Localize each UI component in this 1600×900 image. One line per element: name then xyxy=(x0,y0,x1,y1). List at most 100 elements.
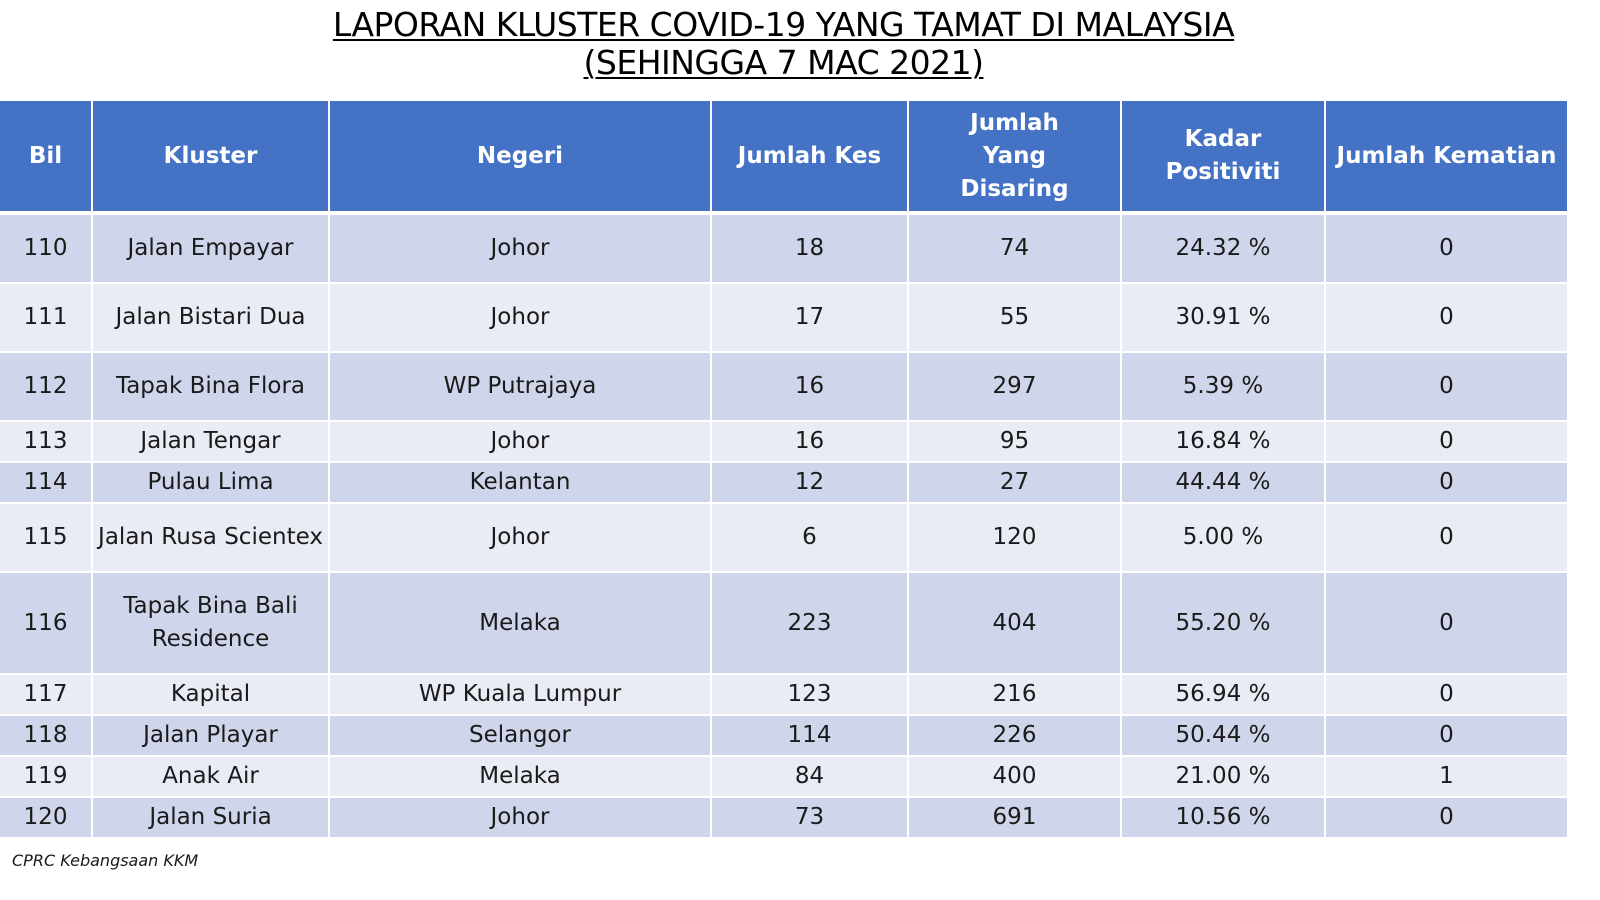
cell-kluster: Tapak Bina Flora xyxy=(92,352,330,422)
cell-kadar-positiviti: 16.84 % xyxy=(1121,421,1326,463)
title-line-2: (SEHINGGA 7 MAC 2021) xyxy=(583,43,984,82)
cell-kluster: Jalan Rusa Scientex xyxy=(92,503,330,573)
cell-jumlah-kematian: 0 xyxy=(1325,715,1567,757)
cell-negeri: Melaka xyxy=(329,756,712,798)
table-body: 110 Jalan Empayar Johor 18 74 24.32 % 0 … xyxy=(0,213,1567,839)
cell-kluster: Jalan Playar xyxy=(92,715,330,757)
cell-jumlah-disaring: 95 xyxy=(908,421,1122,463)
cell-negeri: Johor xyxy=(329,213,712,284)
cell-jumlah-kes: 114 xyxy=(711,715,909,757)
header-jumlah-disaring: Jumlah Yang Disaring xyxy=(908,101,1122,215)
cell-kluster: Jalan Suria xyxy=(92,797,330,839)
table-row: 110 Jalan Empayar Johor 18 74 24.32 % 0 xyxy=(0,213,1567,284)
cell-jumlah-kematian: 0 xyxy=(1325,797,1567,839)
cell-jumlah-kematian: 0 xyxy=(1325,674,1567,716)
source-footer: CPRC Kebangsaan KKM xyxy=(12,851,199,870)
cell-bil: 118 xyxy=(0,715,93,757)
cell-kadar-positiviti: 50.44 % xyxy=(1121,715,1326,757)
cell-jumlah-kematian: 1 xyxy=(1325,756,1567,798)
cell-kluster: Kapital xyxy=(92,674,330,716)
header-row: Bil Kluster Negeri Jumlah Kes Jumlah Yan… xyxy=(0,101,1567,215)
cell-jumlah-disaring: 297 xyxy=(908,352,1122,422)
cell-jumlah-disaring: 226 xyxy=(908,715,1122,757)
cell-kadar-positiviti: 24.32 % xyxy=(1121,213,1326,284)
cell-negeri: Johor xyxy=(329,283,712,353)
cell-jumlah-disaring: 55 xyxy=(908,283,1122,353)
cell-bil: 110 xyxy=(0,213,93,284)
cell-jumlah-kes: 16 xyxy=(711,352,909,422)
cell-kadar-positiviti: 56.94 % xyxy=(1121,674,1326,716)
table-row: 118 Jalan Playar Selangor 114 226 50.44 … xyxy=(0,715,1567,757)
cell-bil: 117 xyxy=(0,674,93,716)
cell-negeri: Johor xyxy=(329,797,712,839)
cell-kluster: Jalan Empayar xyxy=(92,213,330,284)
cell-jumlah-kematian: 0 xyxy=(1325,462,1567,504)
cell-kluster: Jalan Bistari Dua xyxy=(92,283,330,353)
cell-jumlah-kes: 17 xyxy=(711,283,909,353)
cell-kluster: Anak Air xyxy=(92,756,330,798)
cell-negeri: Melaka xyxy=(329,572,712,675)
cell-bil: 120 xyxy=(0,797,93,839)
cell-kadar-positiviti: 5.39 % xyxy=(1121,352,1326,422)
cell-jumlah-disaring: 404 xyxy=(908,572,1122,675)
table-row: 117 Kapital WP Kuala Lumpur 123 216 56.9… xyxy=(0,674,1567,716)
header-jumlah-kematian: Jumlah Kematian xyxy=(1325,101,1567,215)
report-title: LAPORAN KLUSTER COVID-19 YANG TAMAT DI M… xyxy=(0,6,1567,82)
cell-jumlah-kes: 84 xyxy=(711,756,909,798)
cell-bil: 113 xyxy=(0,421,93,463)
cell-jumlah-kematian: 0 xyxy=(1325,572,1567,675)
cell-jumlah-kes: 223 xyxy=(711,572,909,675)
cell-jumlah-disaring: 27 xyxy=(908,462,1122,504)
cell-bil: 119 xyxy=(0,756,93,798)
table-row: 115 Jalan Rusa Scientex Johor 6 120 5.00… xyxy=(0,503,1567,573)
cell-jumlah-kematian: 0 xyxy=(1325,352,1567,422)
cell-bil: 112 xyxy=(0,352,93,422)
cell-jumlah-kematian: 0 xyxy=(1325,283,1567,353)
cell-negeri: Johor xyxy=(329,503,712,573)
cell-jumlah-kematian: 0 xyxy=(1325,503,1567,573)
table-row: 112 Tapak Bina Flora WP Putrajaya 16 297… xyxy=(0,352,1567,422)
cell-jumlah-kes: 16 xyxy=(711,421,909,463)
cell-negeri: WP Putrajaya xyxy=(329,352,712,422)
table-row: 119 Anak Air Melaka 84 400 21.00 % 1 xyxy=(0,756,1567,798)
table-row: 113 Jalan Tengar Johor 16 95 16.84 % 0 xyxy=(0,421,1567,463)
cell-negeri: WP Kuala Lumpur xyxy=(329,674,712,716)
cell-jumlah-kes: 6 xyxy=(711,503,909,573)
table-row: 111 Jalan Bistari Dua Johor 17 55 30.91 … xyxy=(0,283,1567,353)
table-row: 114 Pulau Lima Kelantan 12 27 44.44 % 0 xyxy=(0,462,1567,504)
header-negeri: Negeri xyxy=(329,101,712,215)
cell-jumlah-kes: 123 xyxy=(711,674,909,716)
title-line-1: LAPORAN KLUSTER COVID-19 YANG TAMAT DI M… xyxy=(332,5,1235,44)
cell-jumlah-disaring: 691 xyxy=(908,797,1122,839)
cell-jumlah-kematian: 0 xyxy=(1325,213,1567,284)
cell-kadar-positiviti: 30.91 % xyxy=(1121,283,1326,353)
cell-jumlah-disaring: 120 xyxy=(908,503,1122,573)
cell-bil: 116 xyxy=(0,572,93,675)
header-bil: Bil xyxy=(0,101,93,215)
cell-kluster: Tapak Bina Bali Residence xyxy=(92,572,330,675)
cell-jumlah-disaring: 400 xyxy=(908,756,1122,798)
cell-kadar-positiviti: 21.00 % xyxy=(1121,756,1326,798)
cell-jumlah-disaring: 74 xyxy=(908,213,1122,284)
table-row: 116 Tapak Bina Bali Residence Melaka 223… xyxy=(0,572,1567,675)
cell-jumlah-kes: 12 xyxy=(711,462,909,504)
cell-bil: 111 xyxy=(0,283,93,353)
cell-kadar-positiviti: 10.56 % xyxy=(1121,797,1326,839)
cell-jumlah-disaring: 216 xyxy=(908,674,1122,716)
cell-kluster: Pulau Lima xyxy=(92,462,330,504)
cluster-table-container: Bil Kluster Negeri Jumlah Kes Jumlah Yan… xyxy=(0,101,1567,839)
cell-jumlah-kes: 73 xyxy=(711,797,909,839)
cell-jumlah-kematian: 0 xyxy=(1325,421,1567,463)
cell-bil: 114 xyxy=(0,462,93,504)
header-jumlah-kes: Jumlah Kes xyxy=(711,101,909,215)
table-header: Bil Kluster Negeri Jumlah Kes Jumlah Yan… xyxy=(0,101,1567,215)
cluster-table: Bil Kluster Negeri Jumlah Kes Jumlah Yan… xyxy=(0,101,1567,839)
cell-kluster: Jalan Tengar xyxy=(92,421,330,463)
cell-bil: 115 xyxy=(0,503,93,573)
cell-negeri: Johor xyxy=(329,421,712,463)
cell-kadar-positiviti: 55.20 % xyxy=(1121,572,1326,675)
cell-jumlah-kes: 18 xyxy=(711,213,909,284)
header-kluster: Kluster xyxy=(92,101,330,215)
header-kadar-positiviti: Kadar Positiviti xyxy=(1121,101,1326,215)
cell-kadar-positiviti: 5.00 % xyxy=(1121,503,1326,573)
